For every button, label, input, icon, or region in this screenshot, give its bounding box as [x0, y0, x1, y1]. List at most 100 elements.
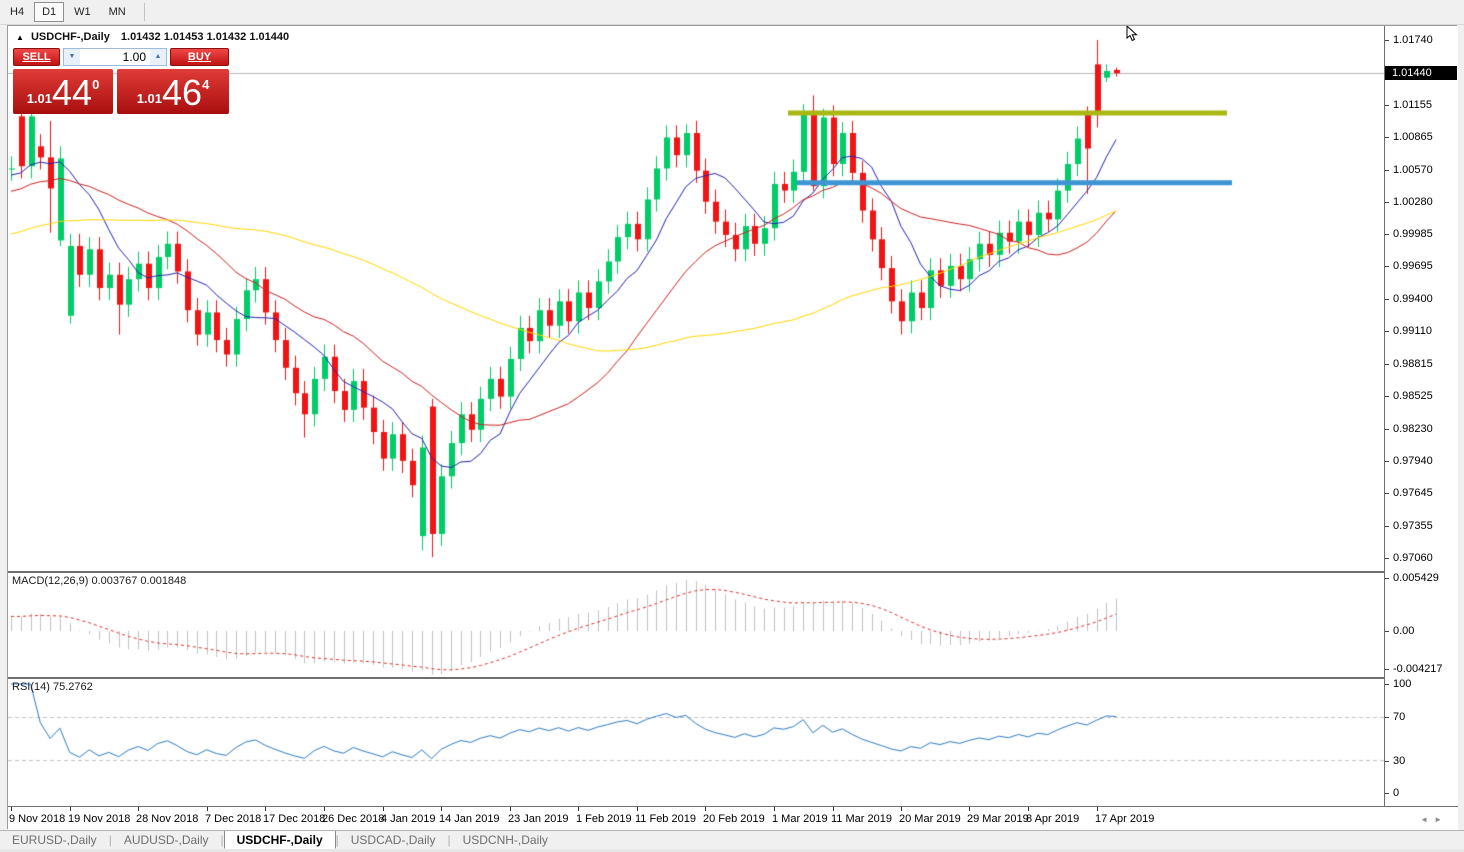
date-tick-label: 23 Jan 2019 [508, 813, 569, 825]
sell-price-big: 44 [52, 72, 93, 113]
price-tick-label: 0.99695 [1393, 260, 1433, 272]
price-tick [1385, 331, 1389, 332]
price-tick [1385, 558, 1389, 559]
price-tick [1385, 170, 1389, 171]
date-tick [138, 807, 139, 811]
date-tick [70, 807, 71, 811]
date-tick [441, 807, 442, 811]
volume-increase-icon[interactable]: ▲ [150, 49, 166, 65]
tab-separator: | [335, 833, 339, 847]
chart-scroll-arrows[interactable]: ◄► [1420, 815, 1448, 824]
timeframe-tab-w1[interactable]: W1 [74, 6, 91, 18]
date-tick [901, 807, 902, 811]
date-tick-label: 11 Mar 2019 [831, 813, 892, 825]
chart-window: ▲ USDCHF-,Daily 1.01432 1.01453 1.01432 … [7, 25, 1458, 830]
volume-decrease-icon[interactable]: ▼ [64, 49, 80, 65]
indicator-tick [1385, 793, 1389, 794]
date-tick-label: 7 Dec 2018 [205, 813, 262, 825]
date-axis[interactable]: ◄► 9 Nov 2018 19 Nov 2018 28 Nov 2018 7 Dec… [8, 807, 1458, 830]
date-tick [833, 807, 834, 811]
date-tick-label: 8 Apr 2019 [1026, 813, 1080, 825]
date-tick-label: 26 Dec 2018 [322, 813, 385, 825]
current-price-tag: 1.01440 [1385, 66, 1457, 80]
date-tick-label: 14 Jan 2019 [439, 813, 500, 825]
chart-tab-eurusd[interactable]: EURUSD-,Daily [12, 833, 97, 847]
indicator-tick [1385, 578, 1389, 579]
tab-separator: | [447, 833, 451, 847]
indicator-tick-label: 0.00 [1393, 625, 1415, 637]
date-tick-label: 11 Feb 2019 [635, 813, 696, 825]
date-tick [383, 807, 384, 811]
timeframe-tab-d1[interactable]: D1 [34, 2, 65, 22]
macd-indicator-canvas[interactable] [8, 573, 1385, 677]
indicator-tick [1385, 684, 1389, 685]
price-tick-label: 0.99110 [1393, 325, 1432, 337]
chart-tab-usdchf[interactable]: USDCHF-,Daily [223, 831, 336, 849]
panel-divider[interactable] [8, 677, 1385, 679]
price-tick [1385, 105, 1389, 106]
price-tick-label: 0.98815 [1393, 358, 1433, 370]
price-tick-label: 0.97940 [1393, 455, 1433, 467]
price-tick-label: 0.97355 [1393, 520, 1433, 532]
buy-price-prefix: 1.01 [136, 91, 163, 106]
panel-divider[interactable] [8, 571, 1385, 573]
plot-right-border [1384, 26, 1385, 806]
sell-price-pip: 0 [92, 77, 100, 92]
buy-button[interactable]: BUY [170, 48, 229, 66]
chart-tab-audusd[interactable]: AUDUSD-,Daily [123, 833, 209, 847]
collapse-one-click-icon[interactable]: ▲ [16, 33, 24, 42]
date-tick-label: 29 Mar 2019 [967, 813, 1029, 825]
price-tick-label: 0.99400 [1393, 293, 1433, 305]
date-tick [265, 807, 266, 811]
date-tick [207, 807, 208, 811]
date-tick-label: 17 Apr 2019 [1095, 813, 1155, 825]
date-tick-label: 1 Feb 2019 [576, 813, 632, 825]
price-tick [1385, 364, 1389, 365]
price-tick-label: 0.97645 [1393, 487, 1433, 499]
price-tick-label: 0.98230 [1393, 423, 1433, 435]
price-tick-label: 1.00280 [1393, 196, 1433, 208]
date-tick-label: 19 Nov 2018 [68, 813, 131, 825]
date-tick [1097, 807, 1098, 811]
date-tick-label: 9 Nov 2018 [9, 813, 66, 825]
chart-tab-usdcad[interactable]: USDCAD-,Daily [350, 833, 436, 847]
price-tick-label: 1.01155 [1393, 99, 1432, 111]
status-strip [0, 849, 1464, 852]
indicator-tick [1385, 669, 1389, 670]
indicator-tick-label: 0.005429 [1393, 572, 1439, 584]
buy-price-big: 46 [162, 72, 203, 113]
sell-price-box[interactable]: 1.01 44 0 [13, 69, 113, 114]
price-tick [1385, 526, 1389, 527]
scroll-right-icon: ► [1434, 815, 1448, 824]
date-tick-label: 4 Jan 2019 [381, 813, 436, 825]
price-axis[interactable]: 1.01440 1.01740 1.01155 1.00865 1.00570 1.00… [1385, 26, 1458, 806]
buy-price-box[interactable]: 1.01 46 4 [117, 69, 229, 114]
price-tick [1385, 396, 1389, 397]
timeframe-tab-h4[interactable]: H4 [10, 6, 25, 18]
sell-button[interactable]: SELL [13, 48, 60, 66]
timeframe-tab-mn[interactable]: MN [108, 6, 126, 18]
price-chart-canvas[interactable] [8, 26, 1385, 571]
chart-symbol-period: USDCHF-,Daily [30, 31, 110, 43]
rsi-indicator-canvas[interactable] [8, 679, 1385, 806]
price-tick [1385, 299, 1389, 300]
timeframe-toolbar: H4 D1 W1 MN [0, 0, 1464, 25]
date-tick [705, 807, 706, 811]
date-tick-label: 17 Dec 2018 [263, 813, 326, 825]
chart-tab-usdcnh[interactable]: USDCNH-,Daily [462, 833, 548, 847]
indicator-tick-label: 30 [1393, 755, 1406, 767]
price-tick [1385, 493, 1389, 494]
price-tick-label: 0.97060 [1393, 552, 1433, 564]
date-tick [637, 807, 638, 811]
indicator-tick [1385, 761, 1389, 762]
date-tick-label: 20 Feb 2019 [703, 813, 765, 825]
volume-spinner: ▼ ▲ [63, 48, 167, 66]
indicator-tick-label: -0.004217 [1393, 663, 1443, 675]
rsi-indicator-label: RSI(14) 75.2762 [12, 681, 93, 693]
indicator-tick-label: 70 [1393, 711, 1406, 723]
volume-input[interactable] [80, 49, 150, 65]
date-tick [969, 807, 970, 811]
date-tick [510, 807, 511, 811]
